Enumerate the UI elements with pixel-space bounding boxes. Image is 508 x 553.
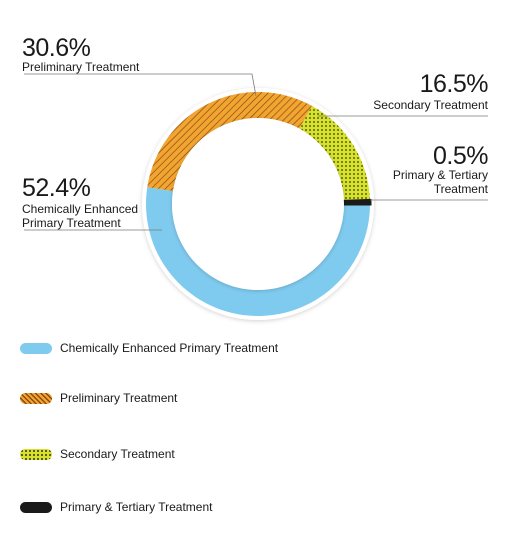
- leader-line: [24, 73, 257, 97]
- legend-swatch: [20, 342, 52, 354]
- category-label-primary-tertiary: Primary & Tertiary Treatment: [392, 168, 488, 196]
- legend-swatch: [20, 392, 52, 404]
- value-label-chemically-enhanced: 52.4%: [22, 174, 91, 202]
- legend-swatch: [20, 448, 52, 460]
- legend-label: Chemically Enhanced Primary Treatment: [60, 341, 279, 355]
- value-label-preliminary: 30.6%: [22, 34, 91, 62]
- legend-label: Secondary Treatment: [60, 447, 175, 461]
- leader-lines: [24, 73, 488, 231]
- donut-slice-secondary-treatment: [299, 105, 370, 202]
- value-label-primary-tertiary: 0.5%: [433, 142, 488, 170]
- legend-label: Preliminary Treatment: [60, 391, 178, 405]
- legend-item-primary-tertiary: Primary & Tertiary Treatment: [20, 500, 212, 514]
- donut-slice-chemically-enhanced-primary-treatment: [145, 187, 370, 317]
- category-label-preliminary: Preliminary Treatment: [22, 60, 140, 74]
- category-label-chemically-enhanced: Chemically Enhanced Primary Treatment: [22, 202, 139, 230]
- legend-item-secondary: Secondary Treatment: [20, 447, 175, 461]
- legend-item-chemically-enhanced: Chemically Enhanced Primary Treatment: [20, 341, 278, 355]
- donut-slices: [145, 92, 372, 317]
- donut-slice-preliminary-treatment: [147, 92, 312, 192]
- value-label-secondary: 16.5%: [419, 70, 489, 98]
- category-label-secondary: Secondary Treatment: [373, 98, 488, 112]
- legend-label: Primary & Tertiary Treatment: [60, 500, 213, 514]
- donut-slice-primary-tertiary-treatment: [342, 198, 372, 206]
- legend-item-preliminary: Preliminary Treatment: [20, 391, 177, 405]
- legend-swatch: [20, 501, 52, 513]
- donut-inner-ring: [172, 118, 344, 290]
